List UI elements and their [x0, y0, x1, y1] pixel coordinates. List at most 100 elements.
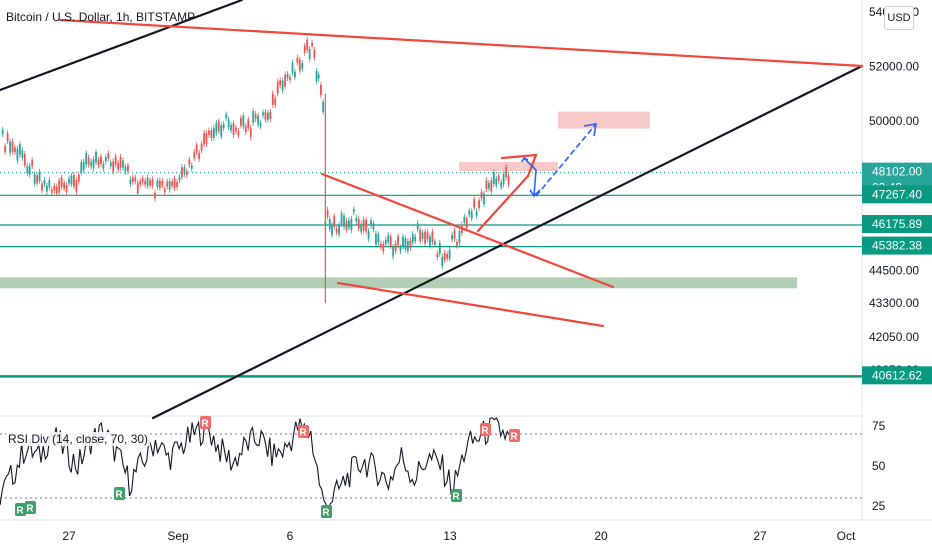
- candle: [144, 180, 147, 185]
- bear-divergence-marker[interactable]: [200, 416, 211, 429]
- price-label-box[interactable]: [862, 366, 932, 385]
- candle: [286, 74, 289, 79]
- candle: [463, 216, 466, 223]
- candle: [382, 243, 385, 252]
- trendline-lower-black[interactable]: [151, 64, 864, 420]
- candle: [289, 77, 291, 81]
- candle: [389, 236, 392, 247]
- candle: [485, 180, 488, 190]
- candle: [242, 115, 245, 127]
- candle: [129, 179, 132, 184]
- candle: [271, 93, 274, 105]
- bear-divergence-marker[interactable]: [480, 423, 491, 436]
- bull-divergence-marker[interactable]: [114, 487, 125, 500]
- candle: [443, 252, 446, 260]
- candle: [6, 133, 9, 142]
- date-tick-label: 27: [62, 529, 76, 543]
- candle: [421, 232, 424, 239]
- wedge-lower-red[interactable]: [336, 281, 605, 328]
- price-label-box[interactable]: [862, 185, 932, 204]
- rising-line-red[interactable]: [476, 174, 530, 233]
- candle: [92, 159, 95, 169]
- candle: [397, 236, 399, 246]
- date-tick-label: 20: [594, 529, 608, 543]
- candle: [36, 175, 38, 184]
- price-label: 45382.38: [872, 239, 922, 253]
- projection-arrowhead-target: [583, 123, 597, 137]
- candle: [315, 71, 318, 82]
- bull-divergence-marker[interactable]: [451, 489, 462, 502]
- candle: [262, 112, 264, 116]
- projection-arrow-down[interactable]: [523, 157, 537, 197]
- candle: [176, 182, 178, 187]
- candle: [313, 49, 316, 58]
- candle: [73, 174, 75, 187]
- candle: [274, 98, 277, 105]
- trendline-upper-black[interactable]: [0, 0, 244, 92]
- trendline-descending-red[interactable]: [58, 18, 864, 68]
- candle: [95, 152, 97, 163]
- support-zone[interactable]: [0, 277, 797, 289]
- bull-divergence-marker[interactable]: [15, 503, 26, 516]
- rsi-title: RSI Div (14, close, 70, 30): [6, 432, 151, 446]
- candle: [264, 112, 267, 120]
- candle: [303, 45, 306, 53]
- price-label: 46175.89: [872, 217, 922, 231]
- projection-arrow-up[interactable]: [535, 123, 597, 197]
- candle: [127, 165, 129, 172]
- resistance-zone[interactable]: [459, 162, 558, 171]
- candle: [488, 183, 490, 189]
- candle: [475, 211, 478, 216]
- candle: [163, 188, 166, 193]
- candle: [63, 182, 65, 189]
- candle: [424, 231, 426, 244]
- wedge-upper-red[interactable]: [320, 172, 615, 289]
- candle: [237, 131, 240, 136]
- candle: [436, 253, 439, 258]
- bear-divergence-marker[interactable]: [298, 425, 309, 438]
- price-label-box[interactable]: [862, 215, 932, 234]
- flag-top-red[interactable]: [500, 153, 538, 160]
- currency-button[interactable]: USD: [884, 6, 914, 30]
- candle: [259, 122, 262, 127]
- candle: [433, 241, 436, 245]
- candle: [294, 71, 296, 78]
- candle: [38, 171, 41, 181]
- candle: [11, 141, 14, 152]
- candle: [75, 180, 78, 192]
- bull-divergence-marker[interactable]: [25, 501, 36, 514]
- marker-label: R: [299, 428, 307, 439]
- date-tick-label: Sep: [167, 529, 189, 543]
- rsi-tick-label: 50: [872, 459, 886, 473]
- candle: [136, 182, 139, 194]
- candle: [379, 243, 382, 248]
- candle: [217, 121, 220, 132]
- candle: [212, 128, 215, 138]
- candle: [222, 123, 225, 129]
- candle: [117, 162, 120, 170]
- bear-divergence-marker[interactable]: [509, 429, 520, 442]
- price-tick-label: 42050.00: [869, 330, 919, 344]
- candle: [141, 178, 144, 182]
- candle: [102, 164, 105, 169]
- candle: [149, 180, 151, 186]
- candle: [70, 175, 73, 185]
- candle: [326, 209, 329, 217]
- candle: [60, 177, 63, 188]
- bull-divergence-marker[interactable]: [321, 505, 332, 518]
- candle: [46, 185, 48, 192]
- candle: [269, 111, 272, 120]
- candle: [239, 117, 242, 126]
- candle: [48, 180, 51, 188]
- target-zone[interactable]: [558, 111, 650, 129]
- candle: [387, 235, 390, 243]
- price-label-box[interactable]: [862, 236, 932, 255]
- candle: [200, 143, 203, 151]
- candle: [311, 42, 313, 47]
- candle: [134, 177, 137, 182]
- candle: [122, 160, 124, 168]
- candle: [306, 39, 309, 51]
- candle: [100, 156, 102, 165]
